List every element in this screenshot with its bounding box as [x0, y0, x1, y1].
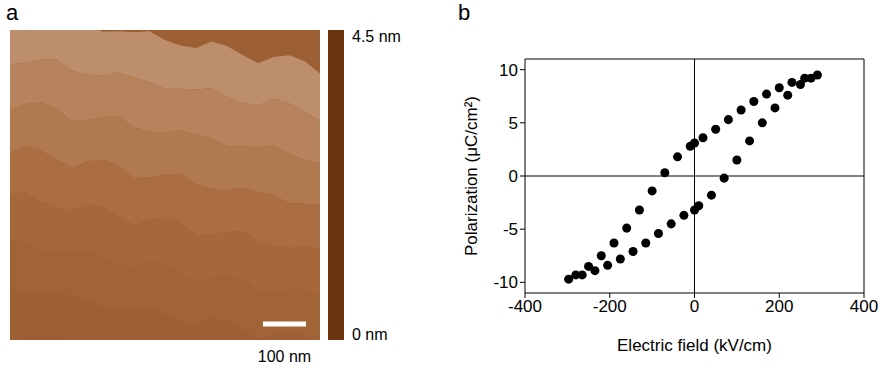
svg-text:200: 200 — [765, 297, 793, 316]
svg-text:100 nm: 100 nm — [258, 348, 311, 365]
svg-text:-10: -10 — [493, 273, 518, 292]
svg-text:400: 400 — [850, 297, 878, 316]
svg-text:a: a — [6, 0, 19, 25]
svg-text:Polarization (μC/cm²): Polarization (μC/cm²) — [462, 96, 481, 256]
svg-text:0: 0 — [690, 297, 699, 316]
svg-text:10: 10 — [499, 61, 518, 80]
svg-text:5: 5 — [509, 114, 518, 133]
svg-text:4.5 nm: 4.5 nm — [352, 28, 401, 45]
html-text:b: b — [458, 0, 471, 25]
svg-text:-5: -5 — [503, 220, 518, 239]
svg-text:-200: -200 — [593, 297, 627, 316]
svg-text:0: 0 — [509, 167, 518, 186]
svg-text:-400: -400 — [508, 297, 542, 316]
svg-text:0 nm: 0 nm — [352, 326, 388, 343]
svg-text:Electric field (kV/cm): Electric field (kV/cm) — [617, 336, 772, 355]
